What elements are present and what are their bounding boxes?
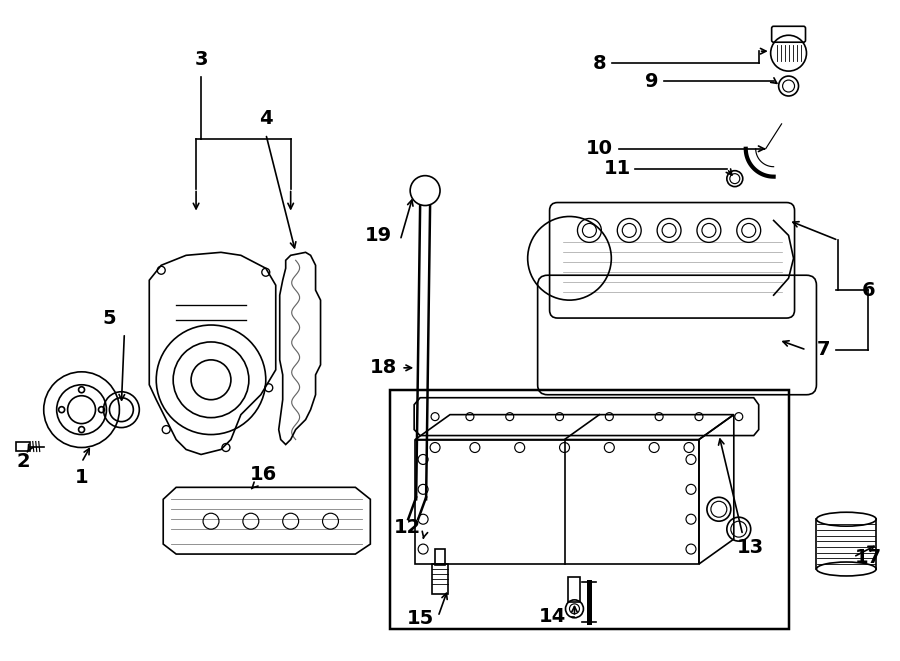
Bar <box>569 577 580 602</box>
Bar <box>16 442 30 451</box>
Text: 3: 3 <box>194 50 208 69</box>
Text: 13: 13 <box>737 537 764 557</box>
Text: 14: 14 <box>539 607 566 626</box>
Text: 2: 2 <box>17 452 31 471</box>
Text: 7: 7 <box>816 340 830 360</box>
Text: 18: 18 <box>370 358 397 377</box>
Bar <box>432 564 448 594</box>
Circle shape <box>78 426 85 432</box>
Text: 10: 10 <box>586 139 613 158</box>
Text: 17: 17 <box>855 547 882 566</box>
Text: 15: 15 <box>407 609 434 629</box>
Text: 6: 6 <box>861 281 875 299</box>
Bar <box>391 390 788 629</box>
Text: 19: 19 <box>364 226 392 245</box>
Text: 4: 4 <box>259 109 273 128</box>
Circle shape <box>78 387 85 393</box>
Circle shape <box>58 407 65 412</box>
Text: 11: 11 <box>604 159 631 178</box>
Text: 8: 8 <box>592 54 607 73</box>
Text: 12: 12 <box>393 518 421 537</box>
Text: 1: 1 <box>75 468 88 487</box>
Text: 9: 9 <box>645 71 659 91</box>
Text: 16: 16 <box>250 465 277 484</box>
Text: 5: 5 <box>103 309 116 328</box>
Bar <box>435 549 445 565</box>
Circle shape <box>98 407 104 412</box>
